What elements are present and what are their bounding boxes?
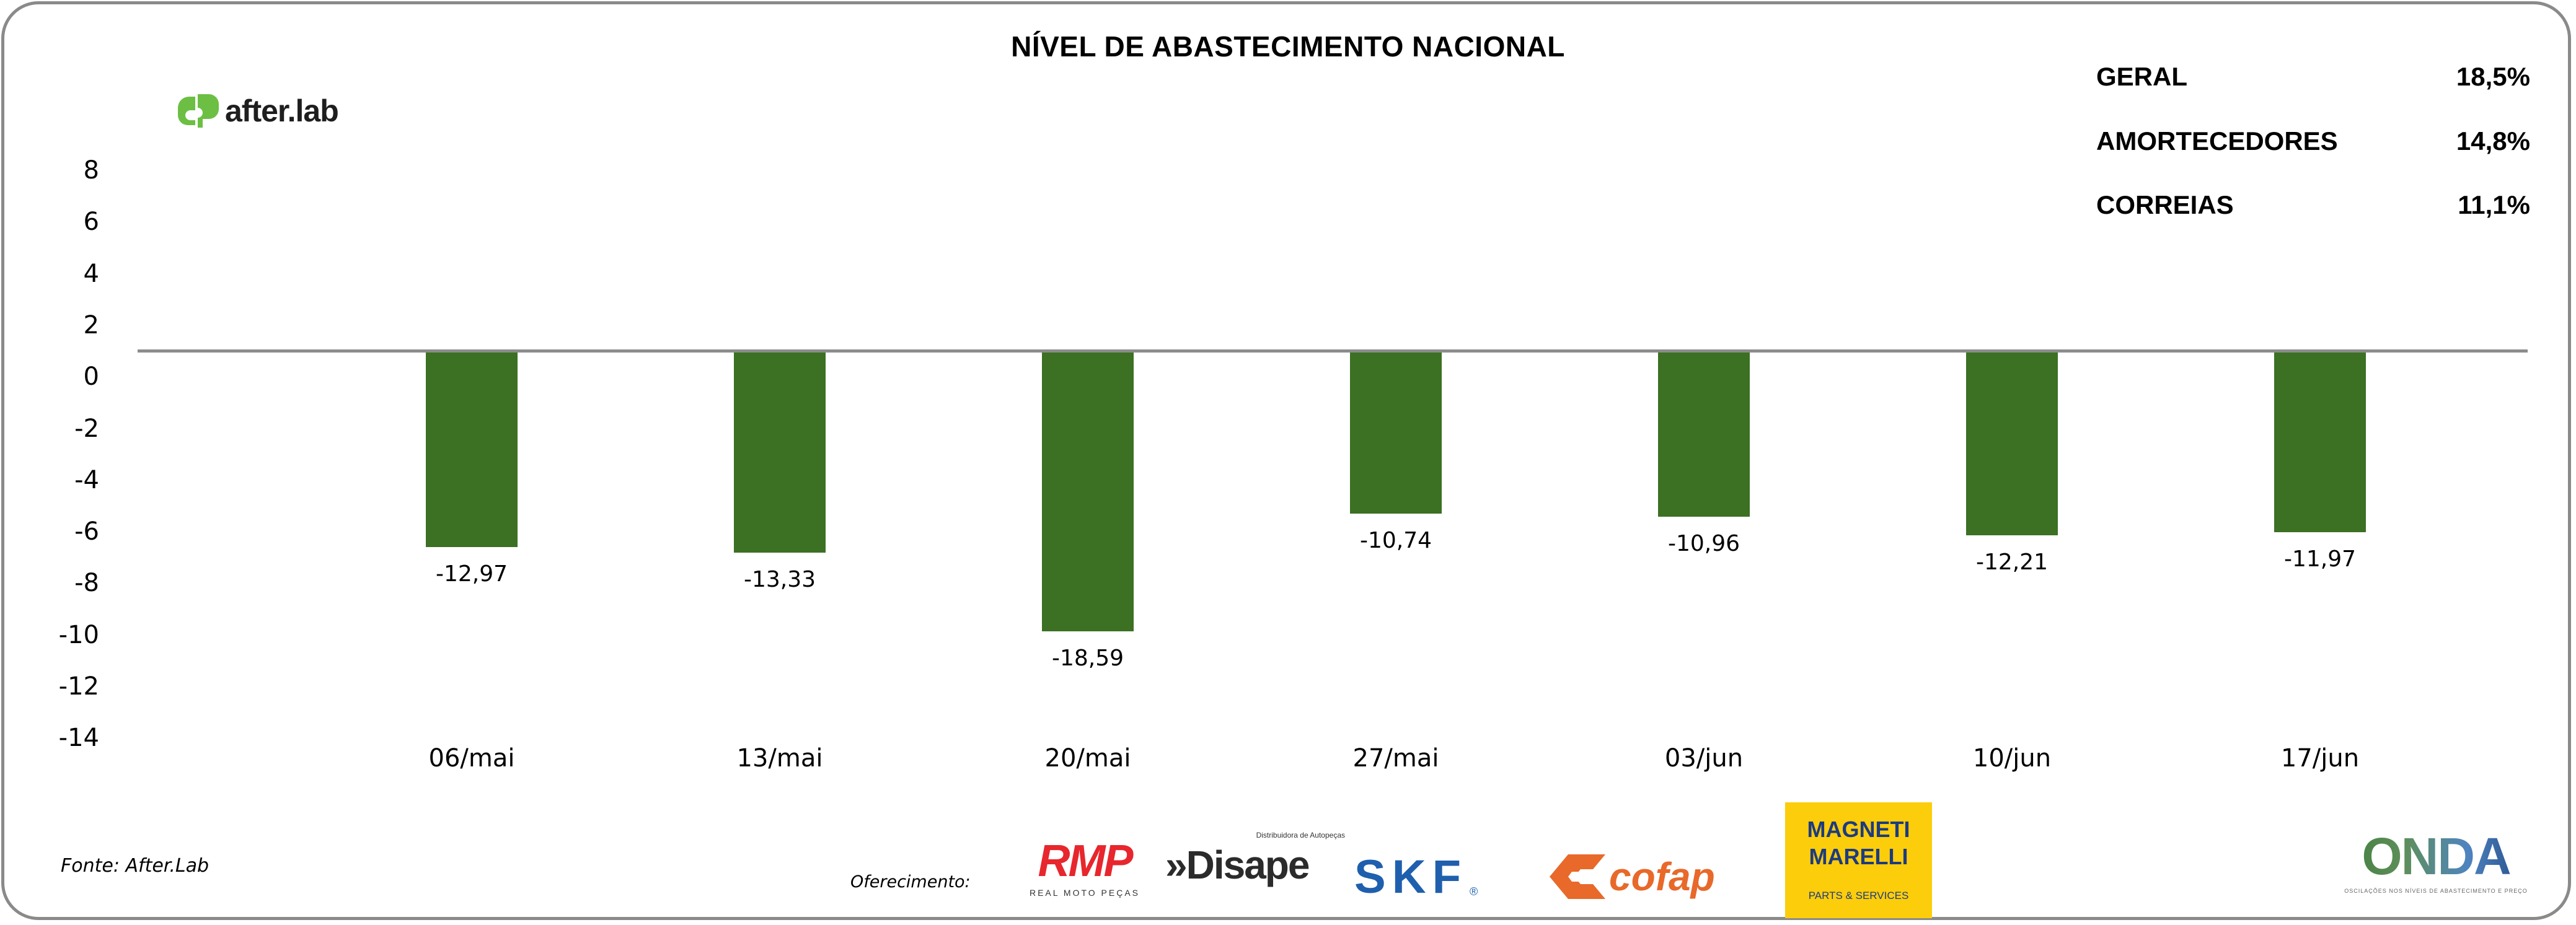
sponsor-label: Oferecimento:	[850, 872, 971, 892]
summary-label: GERAL	[2096, 62, 2187, 91]
x-tick-label: 10/jun	[1972, 744, 2052, 773]
sponsor-cofap-logo: cofap	[1550, 849, 1760, 905]
bar-03-jun	[1658, 353, 1750, 517]
disape-logo-mark: »Disape	[1165, 843, 1310, 887]
summary-row-amortecedores: AMORTECEDORES 14,8%	[2096, 126, 2530, 164]
rmp-logo-subtitle: REAL MOTO PEÇAS	[1029, 888, 1140, 898]
y-tick-label: 2	[83, 310, 99, 340]
magneti-line: MAGNETI	[1807, 817, 1910, 842]
y-tick-label: -8	[74, 569, 99, 598]
data-label: -13,33	[743, 566, 816, 592]
data-label: -10,74	[1359, 527, 1432, 553]
data-label: -11,97	[2283, 546, 2357, 572]
bar-20-mai	[1042, 353, 1134, 631]
x-tick-label: 03/jun	[1664, 744, 1744, 773]
x-tick-label: 13/mai	[736, 744, 823, 773]
x-tick-label: 27/mai	[1352, 744, 1439, 773]
sponsor-magneti-marelli-logo: MAGNETI MARELLI PARTS & SERVICES	[1785, 802, 1932, 918]
summary-label: CORREIAS	[2096, 190, 2234, 219]
data-label: -12,21	[1975, 550, 2049, 576]
data-label: -10,96	[1667, 531, 1740, 557]
cofap-chevron-icon	[1550, 854, 1605, 899]
afterlab-logo-icon	[178, 94, 219, 128]
x-tick-label: 17/jun	[2280, 744, 2360, 773]
skf-logo-mark: SKF	[1354, 851, 1467, 903]
y-tick-label: -4	[74, 465, 99, 494]
y-tick-label: -12	[58, 672, 99, 701]
bar-10-jun	[1966, 353, 2058, 536]
x-tick-label: 20/mai	[1044, 744, 1131, 773]
sponsor-skf-logo: SKF ®	[1354, 850, 1540, 902]
onda-logo-mark: ONDA	[2331, 828, 2541, 885]
magneti-marelli-logo-mark: MAGNETI MARELLI	[1785, 816, 1932, 870]
cofap-logo-mark: cofap	[1609, 854, 1715, 899]
data-label: -18,59	[1051, 645, 1124, 671]
sponsor-rmp-logo: RMP REAL MOTO PEÇAS	[1017, 838, 1153, 898]
bar-17-jun	[2274, 353, 2366, 532]
marelli-line: MARELLI	[1809, 844, 1908, 869]
x-tick-label: 06/mai	[428, 744, 515, 773]
y-tick-label: 8	[83, 156, 99, 185]
data-label: -12,97	[435, 561, 508, 587]
bar-06-mai	[426, 353, 518, 547]
y-tick-label: -10	[58, 620, 99, 649]
y-tick-label: -6	[74, 517, 99, 546]
summary-row-correias: CORREIAS 11,1%	[2096, 190, 2530, 227]
afterlab-logo-text: after.lab	[225, 94, 339, 128]
bar-13-mai	[734, 353, 826, 553]
bar-27-mai	[1350, 353, 1442, 514]
y-tick-label: 0	[83, 362, 99, 392]
disape-logo-subtitle: Distribuidora de Autopeças	[1256, 831, 1345, 840]
y-tick-label: 4	[83, 259, 99, 288]
rmp-logo-mark: RMP	[1038, 836, 1134, 886]
y-tick-label: -2	[74, 414, 99, 443]
chart-title: NÍVEL DE ABASTECIMENTO NACIONAL	[1011, 30, 1565, 63]
summary-value: 18,5%	[2456, 62, 2530, 91]
y-tick-label: -14	[58, 724, 99, 753]
registered-trademark-icon: ®	[1470, 885, 1478, 898]
zero-line	[138, 349, 2528, 353]
afterlab-logo: after.lab	[177, 93, 339, 129]
source-note: Fonte: After.Lab	[61, 855, 210, 877]
summary-row-geral: GERAL 18,5%	[2096, 62, 2530, 99]
summary-label: AMORTECEDORES	[2096, 126, 2338, 156]
summary-value: 14,8%	[2456, 126, 2530, 156]
onda-logo-subtitle: OSCILAÇÕES NOS NÍVEIS DE ABASTECIMENTO E…	[2344, 888, 2528, 894]
onda-logo: ONDA OSCILAÇÕES NOS NÍVEIS DE ABASTECIME…	[2331, 828, 2541, 895]
y-tick-label: 6	[83, 208, 99, 237]
sponsor-disape-logo: Distribuidora de Autopeças »Disape	[1165, 830, 1345, 887]
summary-value: 11,1%	[2458, 190, 2530, 219]
magneti-marelli-subtitle: PARTS & SERVICES	[1808, 890, 1909, 901]
